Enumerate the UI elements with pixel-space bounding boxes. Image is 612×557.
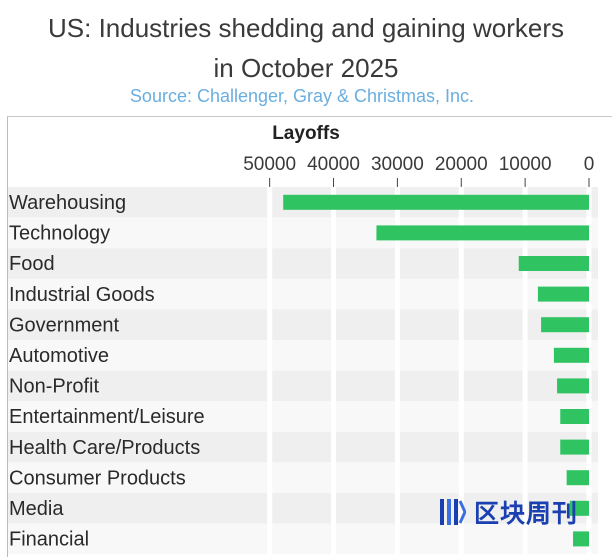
- chart-top-border: [7, 116, 612, 117]
- watermark: 区块周刊: [438, 492, 578, 532]
- chart-title-line-1: US: Industries shedding and gaining work…: [48, 13, 564, 43]
- category-label: Food: [9, 253, 55, 275]
- category-label: Health Care/Products: [9, 437, 200, 459]
- chart-left-border: [7, 116, 8, 557]
- category-label: Industrial Goods: [9, 284, 155, 306]
- tick-label: 10000: [499, 154, 552, 175]
- bar-warehousing: [283, 194, 589, 210]
- bars: [283, 194, 589, 547]
- watermark-text: 区块周刊: [474, 500, 579, 528]
- row-band: [8, 248, 598, 279]
- row-band: [8, 370, 598, 402]
- bar-technology: [376, 225, 589, 241]
- bar-industrial-goods: [537, 286, 589, 302]
- category-label: Financial: [9, 529, 89, 551]
- tick-label: 30000: [371, 154, 424, 175]
- tick-label: 20000: [435, 154, 488, 175]
- row-band: [8, 462, 598, 493]
- bar-non-profit: [557, 378, 589, 394]
- bar-media: [569, 500, 589, 516]
- blockchain-weekly-logo-icon: [440, 499, 466, 525]
- bar-entertainment-leisure: [560, 409, 589, 424]
- tick-label: 0: [584, 154, 595, 175]
- chart-title: US: Industries shedding and gaining work…: [0, 8, 612, 88]
- bar-health-care-products: [560, 439, 589, 455]
- row-band: [8, 431, 598, 463]
- bar-food: [518, 256, 589, 271]
- category-label: Media: [9, 498, 64, 520]
- bar-government: [541, 317, 589, 333]
- bar-consumer-products: [566, 470, 589, 486]
- bar-automotive: [553, 347, 589, 363]
- tick-label: 50000: [243, 154, 296, 175]
- row-band: [8, 278, 598, 310]
- bar-financial: [573, 531, 589, 547]
- chart-title-line-2: in October 2025: [213, 53, 399, 83]
- row-band: [8, 401, 598, 432]
- category-label: Non-Profit: [9, 376, 99, 398]
- category-label: Automotive: [9, 345, 109, 367]
- row-band: [8, 340, 598, 371]
- tick-label: 40000: [307, 154, 360, 175]
- x-axis-ticks: 50000 40000 30000 20000 10000 0: [243, 154, 594, 187]
- category-label: Government: [9, 314, 119, 336]
- row-band: [8, 523, 598, 555]
- category-labels: Warehousing Technology Food Industrial Good…: [9, 192, 205, 551]
- chart-subtitle: Source: Challenger, Gray & Christmas, In…: [129, 86, 475, 106]
- row-band: [8, 493, 598, 524]
- row-band: [8, 309, 598, 340]
- gridlines: [267, 187, 592, 557]
- x-axis-title: Layoffs: [272, 123, 340, 144]
- category-label: Entertainment/Leisure: [9, 406, 205, 428]
- category-label: Technology: [9, 223, 110, 245]
- category-label: Warehousing: [9, 192, 126, 214]
- category-label: Consumer Products: [9, 467, 186, 489]
